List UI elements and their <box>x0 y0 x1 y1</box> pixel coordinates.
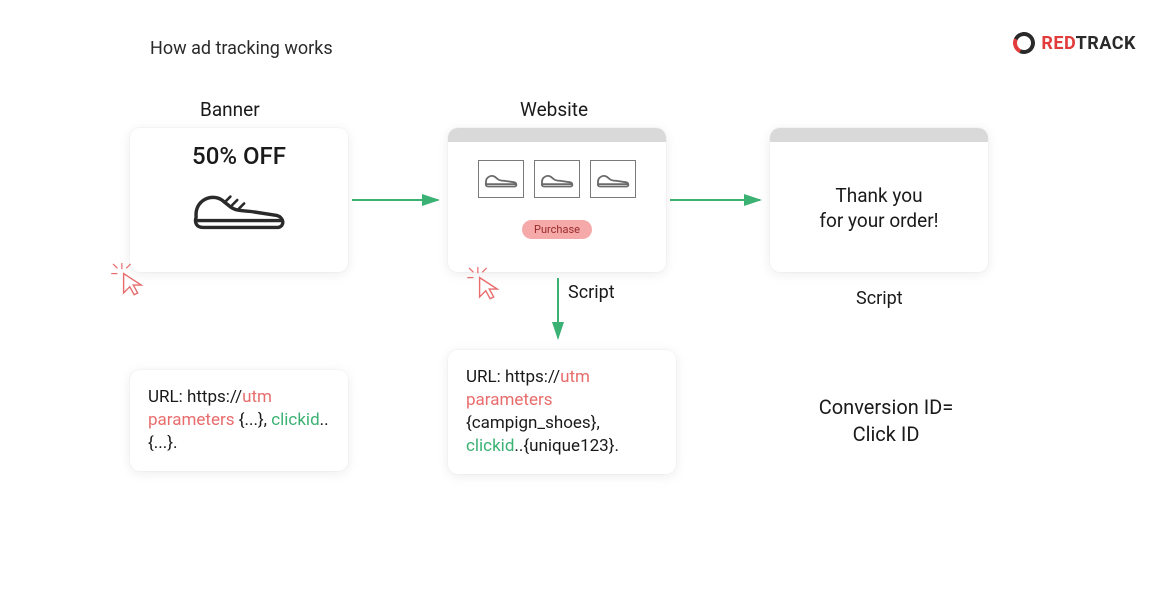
website-card: Purchase <box>448 128 666 272</box>
banner-offer-text: 50% OFF <box>130 142 348 170</box>
shoe-icon <box>184 176 294 236</box>
url1-prefix: URL: https:// <box>148 387 242 407</box>
conversion-line1: Conversion ID= <box>819 395 954 419</box>
cursor-click-icon <box>462 260 506 304</box>
cursor-click-icon <box>106 256 150 300</box>
thankyou-line2: for your order! <box>819 209 938 232</box>
product-row <box>448 160 666 198</box>
arrow-right-icon <box>668 190 768 210</box>
url2-prefix: URL: https:// <box>466 367 560 387</box>
page-title: How ad tracking works <box>150 38 333 59</box>
url1-clickid: clickid <box>271 410 319 430</box>
product-thumb <box>478 160 524 198</box>
arrow-right-icon <box>350 190 446 210</box>
script-label-website: Script <box>568 282 615 303</box>
browser-bar <box>448 128 666 142</box>
url2-mid2: ..{unique123}. <box>514 436 619 456</box>
thankyou-line1: Thank you <box>835 184 922 207</box>
thankyou-card: Thank you for your order! <box>770 128 988 272</box>
conversion-line2: Click ID <box>853 422 920 446</box>
product-thumb <box>590 160 636 198</box>
url-box-website: URL: https://utm parameters {campign_sho… <box>448 350 676 474</box>
url-box-banner: URL: https://utm parameters {...}, click… <box>130 370 348 471</box>
column-label-banner: Banner <box>200 98 260 121</box>
url2-mid1: {campign_shoes}, <box>466 413 600 433</box>
banner-card: 50% OFF <box>130 128 348 272</box>
url1-mid1: {...}, <box>235 410 272 430</box>
product-thumb <box>534 160 580 198</box>
purchase-button[interactable]: Purchase <box>522 220 592 239</box>
logo-text-red: RED <box>1041 33 1075 54</box>
logo-icon <box>1010 29 1038 57</box>
browser-bar <box>770 128 988 142</box>
script-label-thankyou: Script <box>856 288 903 309</box>
redtrack-logo: REDTRACK <box>1013 32 1136 54</box>
url2-clickid: clickid <box>466 436 514 456</box>
logo-text-dark: TRACK <box>1076 33 1136 54</box>
arrow-down-icon <box>548 276 568 346</box>
thankyou-text: Thank you for your order! <box>770 184 988 233</box>
column-label-website: Website <box>520 98 588 121</box>
conversion-text: Conversion ID= Click ID <box>806 394 966 448</box>
